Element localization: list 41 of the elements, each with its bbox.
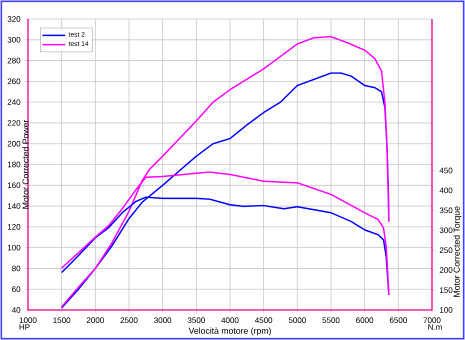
y2-tick-label: 200 <box>440 267 452 273</box>
text: HP <box>20 324 30 330</box>
x-axis-title: Velocità motore (rpm) <box>188 327 271 336</box>
y2-tick-label: 400 <box>440 188 452 194</box>
y-tick-label: 160 <box>8 182 20 188</box>
y-tick-label: 200 <box>8 140 20 147</box>
text: N.m <box>428 324 442 330</box>
x-tick-label: 3000 <box>154 317 172 324</box>
y2-tick-label: 350 <box>440 208 452 214</box>
y-tick-label: 140 <box>8 203 20 209</box>
y-tick-label: 260 <box>8 78 20 84</box>
y2-axis-title: Motor Corrected Torque <box>453 206 462 297</box>
y-axis-title: Motor Corrected Power <box>22 120 29 209</box>
x-tick-label: 6000 <box>356 317 374 324</box>
x-tick-label: 2500 <box>120 317 138 324</box>
y-tick-label: 320 <box>8 16 20 22</box>
x-tick-label: 1000 <box>20 317 37 324</box>
y-tick-label: 220 <box>8 120 20 126</box>
y-tick-label: 80 <box>12 266 20 272</box>
x-tick-label: 4000 <box>221 317 239 324</box>
y-tick-label: 40 <box>12 307 20 313</box>
x-tick-label: 6500 <box>390 317 407 324</box>
y-tick-label: 300 <box>8 36 20 43</box>
x-tick-label: 7000 <box>424 317 441 324</box>
y2-tick-label: 100 <box>440 307 452 313</box>
y-tick-label: 120 <box>8 224 20 230</box>
x-tick-label: 2000 <box>86 317 104 324</box>
x-tick-label: 3500 <box>188 317 205 324</box>
y2-tick-label: 250 <box>440 247 452 254</box>
y-tick-label: 180 <box>8 162 20 168</box>
x-tick-label: 5000 <box>288 317 306 324</box>
x-tick-label: 5500 <box>322 317 340 324</box>
y2-tick-label: 300 <box>440 227 452 234</box>
y-tick-label: 280 <box>8 58 20 64</box>
x-tick-label: 1500 <box>53 317 70 324</box>
y-tick-label: 60 <box>12 286 20 292</box>
y2-tick-label: 150 <box>440 287 452 293</box>
y-tick-label: 100 <box>8 244 20 250</box>
y2-tick-label: 450 <box>440 168 452 174</box>
y-tick-label: 240 <box>8 99 20 105</box>
x-tick-label: 4500 <box>254 317 272 324</box>
